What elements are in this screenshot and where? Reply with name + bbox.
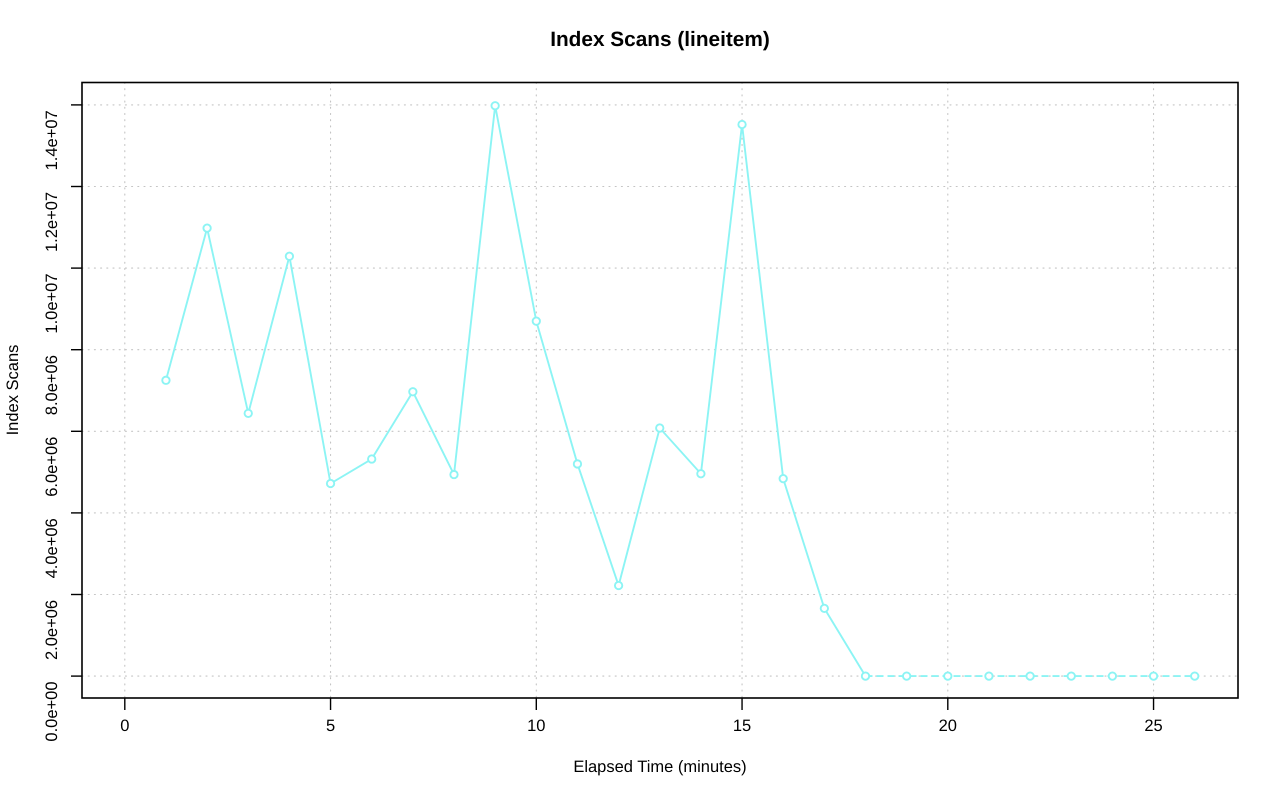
svg-text:2.0e+06: 2.0e+06 [43,600,61,660]
svg-text:1.4e+07: 1.4e+07 [43,110,61,170]
svg-text:0.0e+00: 0.0e+00 [43,682,61,742]
svg-text:1.2e+07: 1.2e+07 [43,192,61,252]
svg-text:6.0e+06: 6.0e+06 [43,437,61,497]
svg-text:Index Scans: Index Scans [4,345,22,436]
svg-text:10: 10 [527,717,545,735]
svg-text:Elapsed Time (minutes): Elapsed Time (minutes) [573,758,746,776]
svg-text:20: 20 [939,717,957,735]
svg-text:Index Scans (lineitem): Index Scans (lineitem) [550,28,770,51]
svg-text:25: 25 [1144,717,1162,735]
svg-text:1.0e+07: 1.0e+07 [43,274,61,334]
svg-text:15: 15 [733,717,751,735]
svg-text:5: 5 [326,717,335,735]
svg-text:8.0e+06: 8.0e+06 [43,355,61,415]
svg-text:4.0e+06: 4.0e+06 [43,518,61,578]
svg-text:0: 0 [120,717,129,735]
